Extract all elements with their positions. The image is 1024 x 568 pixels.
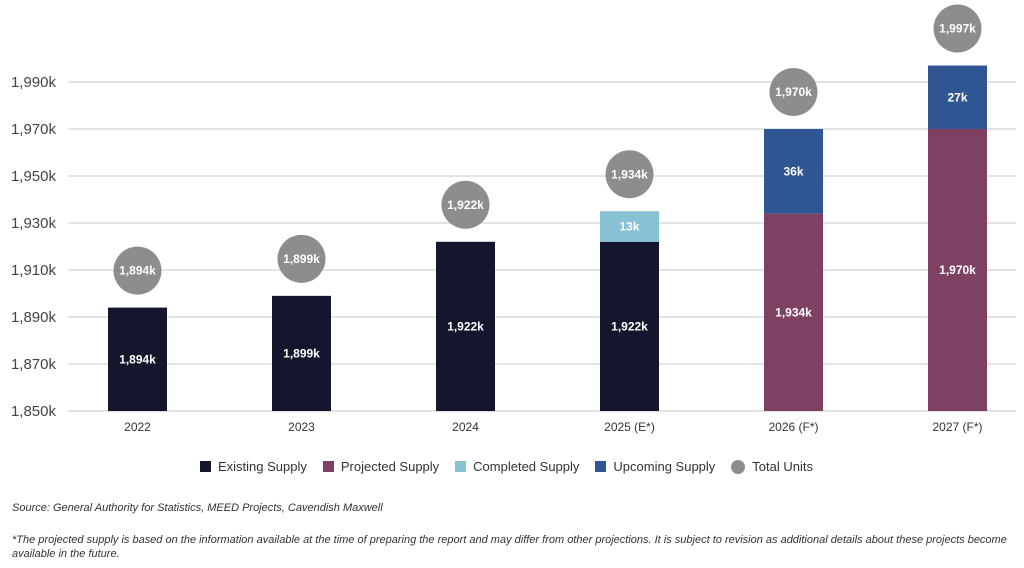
y-tick-label: 1,990k [11,74,57,91]
legend-item-projected-supply[interactable]: Projected Supply [322,459,440,474]
y-tick-label: 1,910k [11,262,57,279]
bar-value-label: 1,922k [611,319,648,333]
legend-swatch-completed [455,461,467,472]
x-tick-label: 2027 (F*) [932,420,982,434]
bar-value-label: 1,934k [775,305,812,319]
x-tick-label: 2026 (F*) [768,420,818,434]
legend-item-upcoming-supply[interactable]: Upcoming Supply [595,459,715,474]
x-axis: 2022 2023 2024 2025 (E*) 2026 (F*) 2027 (F*) [124,420,982,434]
total-units-label: 1,970k [775,85,812,99]
total-units-marker [277,234,326,283]
bar-existing-supply [272,295,331,411]
legend-label: Completed Supply [473,459,580,474]
y-tick-label: 1,850k [11,403,57,420]
source-note: Source: General Authority for Statistics… [12,502,383,514]
bar-existing-supply [108,307,167,411]
x-tick-label: 2025 (E*) [604,420,655,434]
bar-value-label: 36k [783,164,803,178]
footnote: *The projected supply is based on the in… [12,534,1007,560]
bar-existing-supply [436,241,495,411]
total-units-marker [933,4,982,53]
bar-projected-supply [928,129,987,411]
legend-item-total-units[interactable]: Total Units [731,459,813,474]
legend-swatch-projected [322,461,334,472]
total-units-marker [605,150,654,199]
total-units-marker [769,68,818,116]
legend-item-existing-supply[interactable]: Existing Supply [200,459,307,474]
legend-swatch-total-units [731,459,746,474]
y-tick-label: 1,950k [11,168,57,185]
total-units-markers: 1,894k 1,899k 1,922k 1,934k 1,970k 1,997k [113,4,982,295]
total-units-marker [441,180,490,229]
y-tick-label: 1,970k [11,121,57,138]
legend-label: Total Units [752,459,813,474]
x-tick-label: 2024 [452,420,479,434]
y-tick-label: 1,870k [11,356,57,373]
y-axis: 1,850k 1,870k 1,890k 1,910k 1,930k 1,950k 1,97… [11,74,57,420]
legend-label: Projected Supply [340,459,440,474]
supply-chart: 1,850k 1,870k 1,890k 1,910k 1,930k 1,950k 1,97… [11,4,1016,434]
total-units-label: 1,899k [283,252,320,266]
bar-upcoming-supply [928,65,987,129]
total-units-label: 1,894k [119,264,156,278]
bars: 1,894k 1,899k 1,922k 1,922k 13k 1,934k 36k 1,97… [108,65,987,411]
y-tick-label: 1,930k [11,215,57,232]
legend-label: Upcoming Supply [613,459,716,474]
bar-value-label: 1,899k [283,346,320,360]
bar-completed-supply [600,211,659,242]
total-units-label: 1,997k [939,22,976,36]
gridlines [68,81,1016,412]
bar-value-label: 27k [947,90,967,104]
legend: Existing Supply Projected Supply Complet… [200,459,829,474]
bar-upcoming-supply [764,129,823,214]
total-units-label: 1,922k [447,198,484,212]
bar-value-label: 1,922k [447,319,484,333]
bar-value-label: 13k [619,220,639,234]
bar-value-label: 1,970k [939,263,976,277]
y-tick-label: 1,890k [11,309,57,326]
legend-swatch-upcoming [595,461,607,472]
total-units-label: 1,934k [611,167,648,181]
x-tick-label: 2023 [288,420,315,434]
bar-value-label: 1,894k [119,352,156,366]
legend-swatch-existing [200,461,211,472]
total-units-marker [113,246,162,295]
x-tick-label: 2022 [124,420,151,434]
legend-label: Existing Supply [218,459,307,474]
bar-existing-supply [600,241,659,411]
legend-item-completed-supply[interactable]: Completed Supply [455,459,579,474]
bar-projected-supply [764,213,823,411]
